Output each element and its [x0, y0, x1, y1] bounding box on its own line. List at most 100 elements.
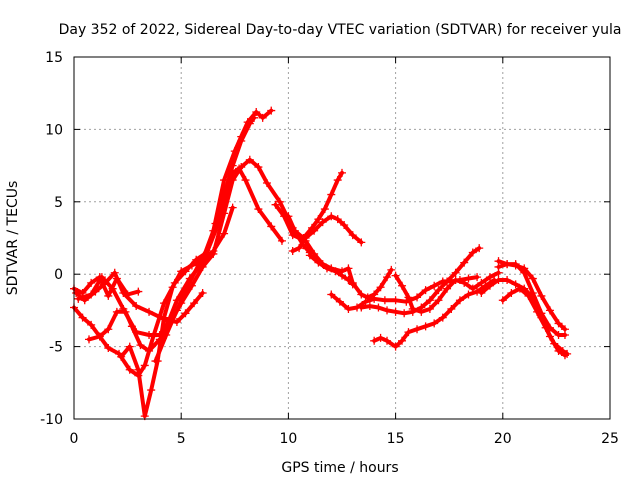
data-point: [125, 365, 134, 374]
data-point: [160, 313, 169, 322]
data-point: [451, 275, 460, 284]
data-point: [198, 289, 207, 298]
data-point: [134, 365, 143, 374]
data-point: [511, 260, 520, 269]
data-point: [404, 293, 413, 302]
data-point: [398, 281, 407, 290]
data-point: [357, 238, 366, 247]
data-point: [485, 281, 494, 290]
data-point: [528, 289, 537, 298]
data-point: [537, 291, 546, 300]
data-point: [140, 361, 149, 370]
data-point: [277, 236, 286, 245]
data-point: [237, 163, 246, 172]
data-point: [477, 278, 486, 287]
data-point: [361, 297, 370, 306]
y-tick-label: 15: [45, 50, 63, 66]
data-point: [550, 339, 559, 348]
data-point: [301, 234, 310, 242]
data-point: [284, 212, 293, 221]
data-point: [318, 218, 327, 227]
data-point: [404, 328, 413, 337]
data-point: [78, 313, 87, 322]
series-arc-11: [305, 251, 357, 289]
data-point: [387, 265, 396, 274]
data-point: [145, 307, 154, 316]
series-arc-18: [494, 260, 569, 340]
data-point: [220, 190, 229, 199]
y-tick-label: -5: [49, 340, 63, 356]
series-arc-7: [151, 113, 259, 366]
series-arc-19: [498, 284, 572, 358]
data-point: [391, 342, 400, 351]
x-tick-label: 25: [601, 431, 619, 447]
data-point: [305, 251, 314, 260]
data-point: [563, 349, 572, 358]
x-tick-label: 10: [279, 431, 297, 447]
data-point: [503, 260, 512, 269]
data-point: [545, 306, 554, 315]
y-axis-label: SDTVAR / TECUs: [5, 181, 21, 296]
data-point: [87, 290, 96, 299]
data-point: [125, 342, 134, 351]
data-point: [254, 163, 263, 172]
data-point: [190, 299, 199, 308]
data-point: [541, 323, 550, 332]
data-point: [370, 294, 379, 303]
data-point: [380, 296, 389, 305]
data-point: [198, 262, 207, 271]
data-point: [127, 322, 136, 331]
tick-marks: [73, 56, 611, 420]
data-point: [503, 275, 512, 284]
data-point: [228, 161, 237, 170]
data-point: [485, 273, 494, 282]
data-point: [413, 293, 422, 302]
series-layer: [70, 106, 572, 421]
data-point: [413, 325, 422, 334]
data-point: [515, 284, 524, 293]
data-point: [151, 357, 160, 366]
series-arc-15: [391, 268, 503, 316]
chart-title: Day 352 of 2022, Sidereal Day-to-day VTE…: [59, 22, 622, 38]
data-point: [376, 333, 385, 342]
data-point: [344, 264, 353, 273]
data-point: [357, 303, 366, 312]
data-point: [335, 297, 344, 306]
series-line: [153, 115, 257, 364]
data-point: [365, 302, 374, 311]
data-point: [327, 212, 336, 221]
data-point: [383, 306, 392, 315]
series-arc-2: [72, 268, 207, 326]
y-tick-label: 10: [45, 122, 63, 138]
data-point: [220, 229, 229, 238]
data-point: [119, 289, 128, 298]
data-point: [104, 325, 113, 334]
data-point: [117, 352, 126, 361]
data-point: [202, 248, 211, 257]
data-point: [110, 268, 119, 277]
data-point: [85, 335, 94, 344]
data-point: [370, 336, 379, 345]
data-point: [348, 231, 357, 240]
series-line: [290, 214, 364, 253]
data-point: [220, 209, 229, 218]
data-point: [327, 190, 336, 199]
data-point: [254, 205, 263, 214]
data-point: [430, 281, 439, 290]
data-point: [340, 220, 349, 229]
data-point: [520, 268, 529, 277]
data-point: [262, 178, 271, 187]
data-point: [443, 277, 452, 286]
data-point: [533, 307, 542, 316]
data-point: [87, 278, 96, 287]
data-point: [524, 291, 533, 300]
data-point: [252, 108, 261, 117]
data-point: [314, 258, 323, 267]
data-point: [460, 258, 469, 267]
data-point: [391, 307, 400, 316]
data-point: [194, 261, 203, 270]
data-point: [95, 332, 104, 341]
data-point: [374, 303, 383, 312]
